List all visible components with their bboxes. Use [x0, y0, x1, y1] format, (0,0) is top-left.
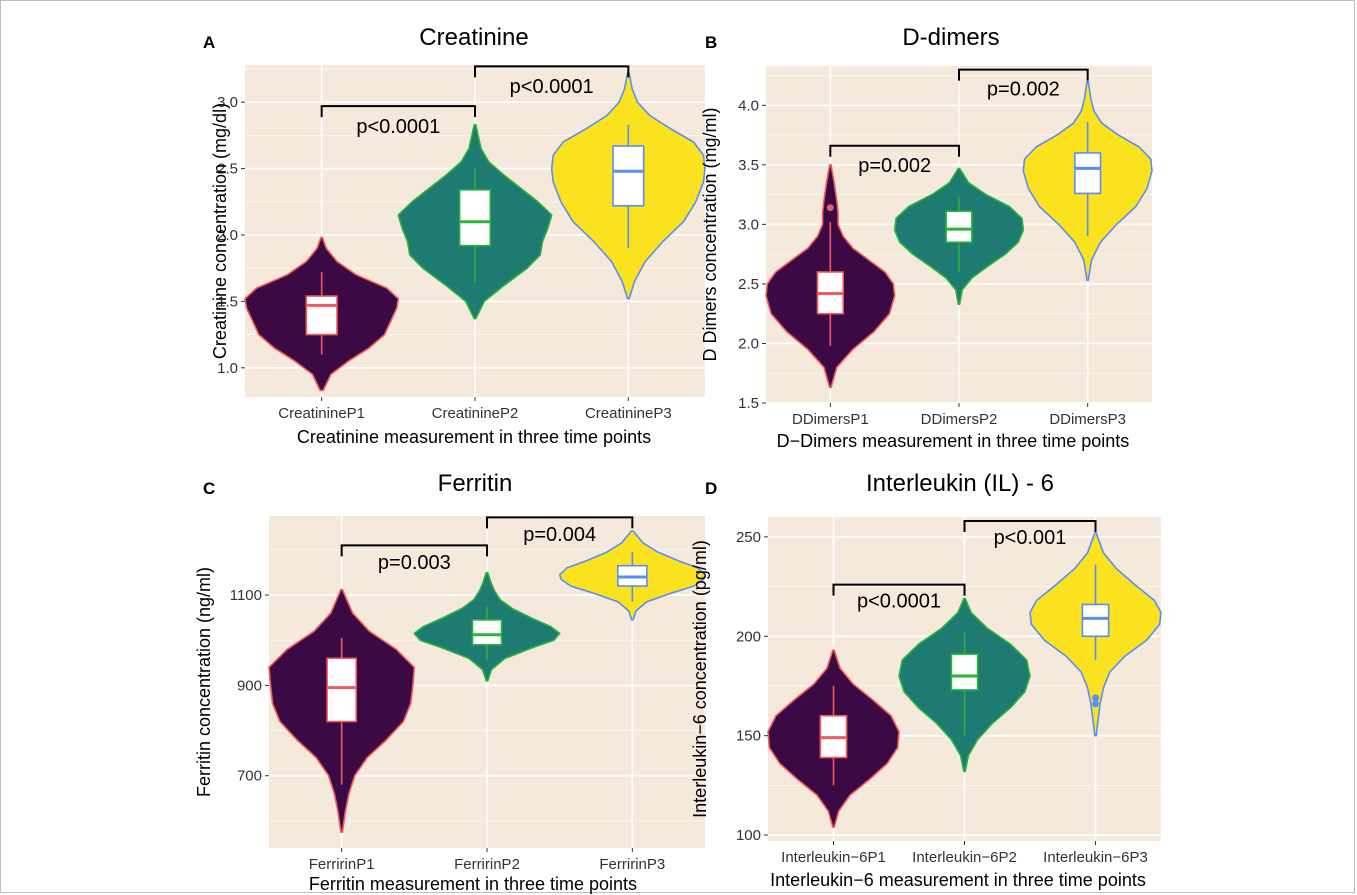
- y-tick-label: 250: [736, 529, 761, 546]
- y-tick-label: 1.5: [217, 293, 238, 310]
- p-value-label: p<0.0001: [356, 116, 440, 138]
- x-tick-label: FerririnP1: [309, 856, 375, 873]
- panel-title: Interleukin (IL) - 6: [866, 470, 1054, 497]
- panel-letter: C: [203, 479, 215, 498]
- x-tick-label: DDimersP3: [1049, 411, 1126, 428]
- p-value-label: p=0.003: [378, 552, 451, 574]
- x-axis-title: D−Dimers measurement in three time point…: [777, 431, 1130, 451]
- y-axis-title: Creatinine concentration (mg/dl): [210, 103, 230, 359]
- y-tick-label: 900: [237, 677, 262, 694]
- panel-letter: D: [705, 479, 717, 498]
- y-tick-label: 3.0: [738, 216, 759, 233]
- y-tick-label: 2.0: [738, 335, 759, 352]
- significance-bracket: [486, 516, 634, 529]
- x-tick-label: FerririnP2: [454, 856, 520, 873]
- y-tick-label: 3.5: [738, 157, 759, 174]
- p-value-label: p<0.001: [994, 527, 1067, 549]
- box-iqr: [950, 653, 979, 691]
- box-iqr: [471, 619, 503, 646]
- significance-bracket: [340, 544, 488, 557]
- x-tick-label: Interleukin−6P1: [781, 849, 886, 866]
- outlier-point: [1092, 700, 1099, 708]
- box-iqr: [1074, 152, 1102, 195]
- box-iqr: [326, 657, 357, 723]
- x-tick-label: DDimersP1: [792, 411, 869, 428]
- y-tick-label: 1.0: [217, 360, 238, 377]
- x-tick-label: Interleukin−6P3: [1043, 849, 1148, 866]
- box-iqr: [945, 210, 973, 244]
- significance-bracket: [829, 144, 960, 157]
- y-tick-label: 1.5: [738, 395, 759, 412]
- x-axis-title: Creatinine measurement in three time poi…: [297, 427, 651, 447]
- y-tick-label: 3.0: [217, 94, 238, 111]
- y-tick-label: 200: [736, 628, 761, 645]
- x-tick-label: DDimersP2: [921, 411, 998, 428]
- y-tick-label: 2.5: [217, 161, 238, 178]
- x-axis-title: Ferritin measurement in three time point…: [309, 874, 637, 894]
- x-tick-label: FerririnP3: [599, 856, 665, 873]
- x-tick-label: CreatinineP3: [585, 405, 672, 422]
- p-value-label: p<0.0001: [857, 590, 941, 612]
- x-tick-label: CreatinineP2: [432, 405, 519, 422]
- chart-panel-b: p=0.002 p=0.002 1.5 2.0 2.5 3.0 3.5 4.0 DDimersP…: [700, 24, 1153, 451]
- panel-letter: B: [705, 33, 717, 52]
- y-axis-title: Interleukin−6 concentration (pg/ml): [690, 540, 710, 818]
- significance-bracket: [474, 65, 630, 78]
- panel-title: Ferritin: [438, 470, 513, 497]
- y-tick-label: 100: [736, 827, 761, 844]
- y-tick-label: 700: [237, 768, 262, 785]
- y-axis-title: Ferritin concentration (ng/ml): [194, 567, 214, 797]
- significance-bracket: [832, 583, 966, 596]
- panel-title: Creatinine: [419, 24, 528, 51]
- panel-title: D-dimers: [902, 24, 999, 51]
- y-axis-title: D Dimers concentration (mg/ml): [700, 107, 720, 361]
- outlier-point: [826, 204, 834, 212]
- significance-bracket: [963, 519, 1097, 532]
- box-iqr: [1081, 603, 1110, 638]
- y-tick-label: 2.0: [217, 227, 238, 244]
- p-value-label: p<0.0001: [510, 76, 594, 98]
- chart-panel-a: p<0.0001p<0.00011.01.52.02.53.0Creatinin…: [203, 24, 706, 447]
- x-tick-label: Interleukin−6P2: [912, 849, 1017, 866]
- significance-bracket: [958, 68, 1089, 81]
- significance-bracket: [320, 105, 476, 118]
- p-value-label: p=0.002: [858, 155, 931, 177]
- box-iqr: [458, 189, 492, 247]
- y-tick-label: 150: [736, 728, 761, 745]
- y-tick-label: 2.5: [738, 276, 759, 293]
- box-iqr: [305, 295, 338, 336]
- y-tick-label: 4.0: [738, 97, 759, 114]
- chart-panel-c: p=0.003 p=0.004 700 900 1100 FerririnP1 Ferrir…: [194, 470, 706, 894]
- y-tick-label: 1100: [230, 587, 262, 604]
- outlier-point: [1092, 694, 1099, 702]
- p-value-label: p=0.002: [987, 79, 1060, 101]
- box-iqr: [612, 145, 645, 207]
- chart-panel-d: p<0.0001 p<0.001 100 150 200 250 Interleukin−6…: [690, 470, 1162, 890]
- panel-letter: A: [203, 33, 215, 52]
- x-tick-label: CreatinineP1: [278, 405, 365, 422]
- p-value-label: p=0.004: [523, 524, 596, 546]
- x-axis-title: Interleukin−6 measurement in three time …: [770, 870, 1146, 890]
